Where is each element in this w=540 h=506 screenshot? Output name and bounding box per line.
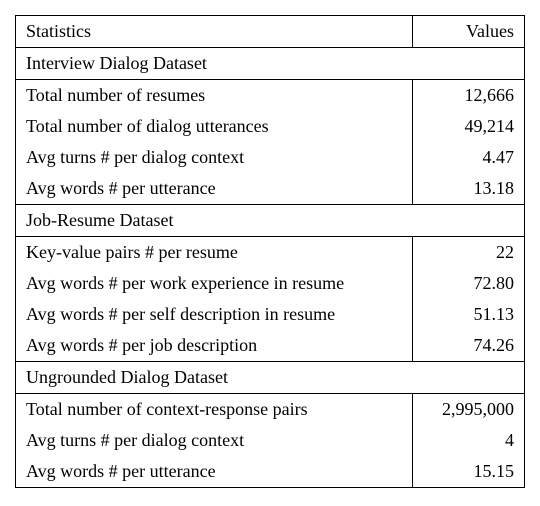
table-row: Total number of resumes 12,666 [16, 80, 525, 112]
stat-label: Total number of resumes [16, 80, 413, 112]
stat-label: Total number of context-response pairs [16, 394, 413, 426]
stat-value: 13.18 [413, 173, 525, 205]
stat-value: 12,666 [413, 80, 525, 112]
section-header: Job-Resume Dataset [16, 205, 525, 237]
statistics-table: Statistics Values Interview Dialog Datas… [15, 15, 525, 488]
table-row: Total number of dialog utterances 49,214 [16, 111, 525, 142]
header-val: Values [413, 16, 525, 48]
section-title: Ungrounded Dialog Dataset [16, 362, 525, 394]
header-stat: Statistics [16, 16, 413, 48]
table-row: Avg words # per utterance 15.15 [16, 456, 525, 488]
stat-label: Total number of dialog utterances [16, 111, 413, 142]
table-header-row: Statistics Values [16, 16, 525, 48]
stat-label: Avg turns # per dialog context [16, 142, 413, 173]
stat-value: 49,214 [413, 111, 525, 142]
stat-label: Avg words # per utterance [16, 173, 413, 205]
stat-label: Avg turns # per dialog context [16, 425, 413, 456]
stat-value: 74.26 [413, 330, 525, 362]
stat-value: 2,995,000 [413, 394, 525, 426]
table-row: Avg words # per self description in resu… [16, 299, 525, 330]
table-row: Avg words # per job description 74.26 [16, 330, 525, 362]
stat-label: Avg words # per work experience in resum… [16, 268, 413, 299]
section-title: Job-Resume Dataset [16, 205, 525, 237]
table-row: Avg words # per work experience in resum… [16, 268, 525, 299]
table-row: Key-value pairs # per resume 22 [16, 237, 525, 269]
table-row: Total number of context-response pairs 2… [16, 394, 525, 426]
section-header: Ungrounded Dialog Dataset [16, 362, 525, 394]
section-title: Interview Dialog Dataset [16, 48, 525, 80]
stat-value: 4 [413, 425, 525, 456]
stat-value: 15.15 [413, 456, 525, 488]
stat-value: 22 [413, 237, 525, 269]
table-row: Avg turns # per dialog context 4 [16, 425, 525, 456]
stat-label: Key-value pairs # per resume [16, 237, 413, 269]
stat-value: 51.13 [413, 299, 525, 330]
stat-label: Avg words # per job description [16, 330, 413, 362]
table-row: Avg words # per utterance 13.18 [16, 173, 525, 205]
stat-value: 4.47 [413, 142, 525, 173]
section-header: Interview Dialog Dataset [16, 48, 525, 80]
stat-label: Avg words # per utterance [16, 456, 413, 488]
stat-value: 72.80 [413, 268, 525, 299]
table-row: Avg turns # per dialog context 4.47 [16, 142, 525, 173]
stat-label: Avg words # per self description in resu… [16, 299, 413, 330]
